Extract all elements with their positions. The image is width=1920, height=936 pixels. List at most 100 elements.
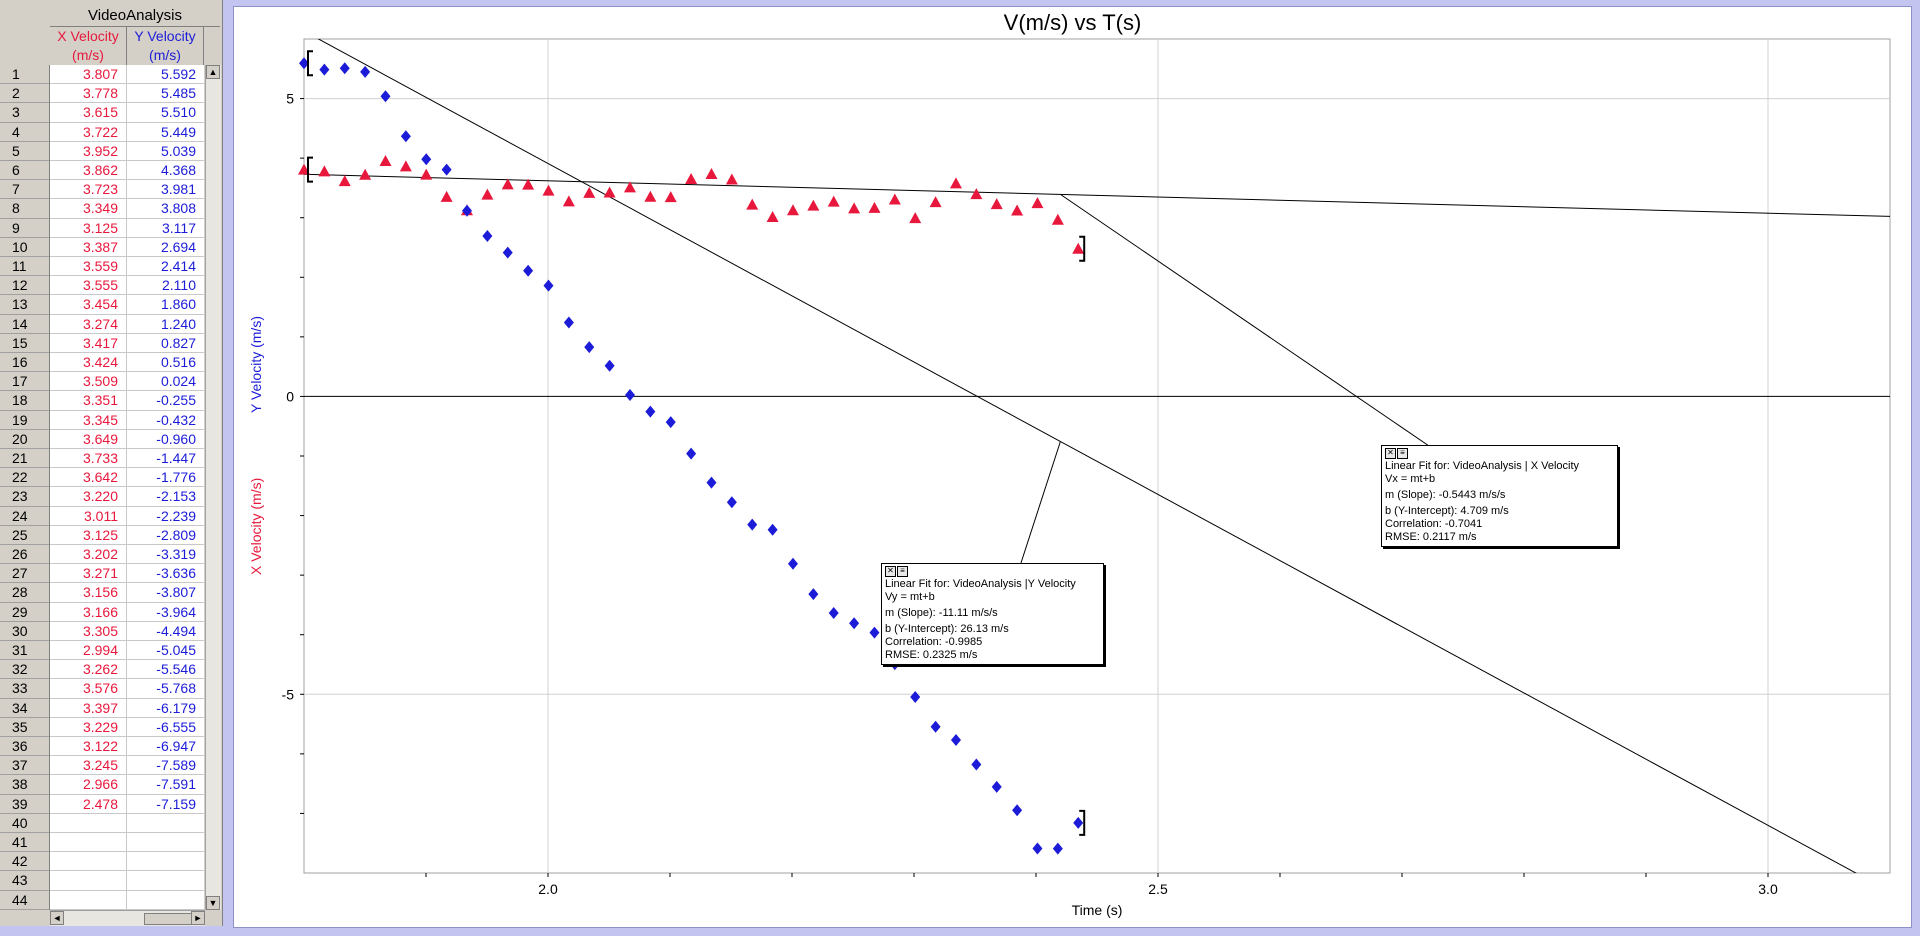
row-number[interactable]: 36: [0, 737, 49, 757]
cell-y-velocity[interactable]: [127, 871, 204, 891]
cell-y-velocity[interactable]: 5.592: [127, 65, 204, 85]
column-header-y-velocity[interactable]: Y Velocity (m/s): [127, 27, 204, 65]
cell-x-velocity[interactable]: 3.229: [50, 717, 127, 737]
data-point-x-velocity[interactable]: [1072, 242, 1085, 254]
data-point-y-velocity[interactable]: [1073, 816, 1084, 829]
data-point-y-velocity[interactable]: [726, 496, 737, 509]
data-point-y-velocity[interactable]: [604, 359, 615, 372]
horizontal-scroll-thumb[interactable]: [144, 913, 196, 925]
cell-y-velocity[interactable]: 3.808: [127, 199, 204, 219]
data-point-y-velocity[interactable]: [624, 388, 635, 401]
row-number[interactable]: 26: [0, 545, 49, 565]
close-icon[interactable]: ✕: [885, 566, 896, 577]
cell-x-velocity[interactable]: 3.559: [50, 257, 127, 277]
data-point-x-velocity[interactable]: [501, 178, 514, 190]
options-icon[interactable]: ≡: [897, 566, 908, 577]
data-point-x-velocity[interactable]: [481, 188, 494, 200]
data-point-x-velocity[interactable]: [685, 173, 698, 185]
cell-y-velocity[interactable]: 5.039: [127, 142, 204, 161]
cell-y-velocity[interactable]: 5.485: [127, 84, 204, 104]
cell-x-velocity[interactable]: 3.125: [50, 218, 127, 238]
row-number[interactable]: 40: [0, 814, 49, 833]
cell-x-velocity[interactable]: 3.615: [50, 103, 127, 123]
data-point-y-velocity[interactable]: [645, 405, 656, 418]
cell-y-velocity[interactable]: -7.159: [127, 795, 204, 814]
graph-title[interactable]: V(m/s) vs T(s): [1003, 10, 1142, 35]
cell-y-velocity[interactable]: -0.255: [127, 391, 204, 411]
row-number[interactable]: 5: [0, 142, 49, 161]
cell-y-velocity[interactable]: 2.694: [127, 238, 204, 257]
y-axis-label-x-velocity[interactable]: X Velocity (m/s): [248, 477, 264, 575]
data-point-y-velocity[interactable]: [991, 780, 1002, 793]
row-number[interactable]: 43: [0, 871, 49, 891]
data-point-y-velocity[interactable]: [299, 57, 309, 70]
vertical-scrollbar[interactable]: ▲ ▼: [205, 65, 221, 910]
range-bracket-right[interactable]: [1079, 235, 1086, 262]
data-point-x-velocity[interactable]: [949, 177, 962, 189]
cell-x-velocity[interactable]: 3.397: [50, 698, 127, 718]
cell-y-velocity[interactable]: -7.589: [127, 756, 204, 776]
cell-x-velocity[interactable]: [50, 833, 127, 853]
cell-y-velocity[interactable]: [127, 814, 204, 833]
cell-x-velocity[interactable]: 3.011: [50, 506, 127, 526]
cell-y-velocity[interactable]: 3.981: [127, 180, 204, 200]
cell-x-velocity[interactable]: 3.555: [50, 276, 127, 296]
cell-y-velocity[interactable]: -2.809: [127, 526, 204, 545]
cell-x-velocity[interactable]: 3.417: [50, 333, 127, 353]
column-header-x-velocity[interactable]: X Velocity (m/s): [50, 27, 127, 65]
data-point-x-velocity[interactable]: [725, 173, 738, 185]
cell-x-velocity[interactable]: 3.424: [50, 353, 127, 373]
cell-x-velocity[interactable]: 3.122: [50, 737, 127, 757]
data-point-x-velocity[interactable]: [399, 160, 412, 172]
data-point-x-velocity[interactable]: [664, 191, 677, 203]
row-number[interactable]: 3: [0, 103, 49, 123]
data-point-x-velocity[interactable]: [746, 198, 759, 210]
cell-x-velocity[interactable]: 3.642: [50, 468, 127, 488]
cell-y-velocity[interactable]: 4.368: [127, 161, 204, 181]
cell-y-velocity[interactable]: -5.045: [127, 641, 204, 661]
cell-y-velocity[interactable]: 0.827: [127, 334, 204, 353]
data-point-x-velocity[interactable]: [786, 204, 799, 216]
data-point-y-velocity[interactable]: [339, 62, 350, 75]
data-point-x-velocity[interactable]: [705, 168, 718, 180]
cell-x-velocity[interactable]: 3.156: [50, 583, 127, 603]
row-number[interactable]: 27: [0, 564, 49, 584]
cell-y-velocity[interactable]: 0.024: [127, 372, 204, 392]
data-point-x-velocity[interactable]: [562, 195, 575, 207]
data-point-x-velocity[interactable]: [379, 155, 392, 167]
cell-x-velocity[interactable]: 3.274: [50, 314, 127, 334]
cell-x-velocity[interactable]: 3.952: [50, 141, 127, 161]
range-bracket-left[interactable]: [307, 156, 313, 183]
data-point-y-velocity[interactable]: [849, 617, 860, 630]
horizontal-scrollbar[interactable]: ◄ ►: [50, 910, 205, 926]
cell-x-velocity[interactable]: 3.722: [50, 122, 127, 142]
data-point-x-velocity[interactable]: [807, 199, 820, 211]
data-point-y-velocity[interactable]: [1012, 804, 1023, 817]
row-number[interactable]: 10: [0, 238, 49, 257]
data-point-y-velocity[interactable]: [482, 229, 493, 242]
data-point-y-velocity[interactable]: [502, 246, 513, 259]
cell-y-velocity[interactable]: [127, 833, 204, 853]
cell-x-velocity[interactable]: 2.994: [50, 641, 127, 661]
data-point-x-velocity[interactable]: [1051, 213, 1064, 225]
row-number[interactable]: 1: [0, 65, 49, 85]
close-icon[interactable]: ✕: [1385, 448, 1396, 459]
cell-y-velocity[interactable]: 0.516: [127, 353, 204, 373]
row-number[interactable]: 16: [0, 353, 49, 373]
data-point-x-velocity[interactable]: [827, 195, 840, 207]
cell-x-velocity[interactable]: 3.262: [50, 660, 127, 680]
row-number[interactable]: 31: [0, 641, 49, 661]
cell-y-velocity[interactable]: -7.591: [127, 775, 204, 795]
cell-y-velocity[interactable]: 5.510: [127, 103, 204, 123]
data-point-y-velocity[interactable]: [930, 720, 941, 733]
row-number[interactable]: 6: [0, 161, 49, 181]
row-number[interactable]: 9: [0, 219, 49, 238]
cell-x-velocity[interactable]: 2.478: [50, 794, 127, 814]
row-number[interactable]: 12: [0, 276, 49, 296]
data-point-x-velocity[interactable]: [542, 184, 555, 196]
cell-x-velocity[interactable]: 3.166: [50, 602, 127, 622]
cell-y-velocity[interactable]: -4.494: [127, 622, 204, 641]
cell-y-velocity[interactable]: -6.179: [127, 699, 204, 718]
data-point-y-velocity[interactable]: [461, 204, 472, 217]
cell-x-velocity[interactable]: 3.245: [50, 756, 127, 776]
